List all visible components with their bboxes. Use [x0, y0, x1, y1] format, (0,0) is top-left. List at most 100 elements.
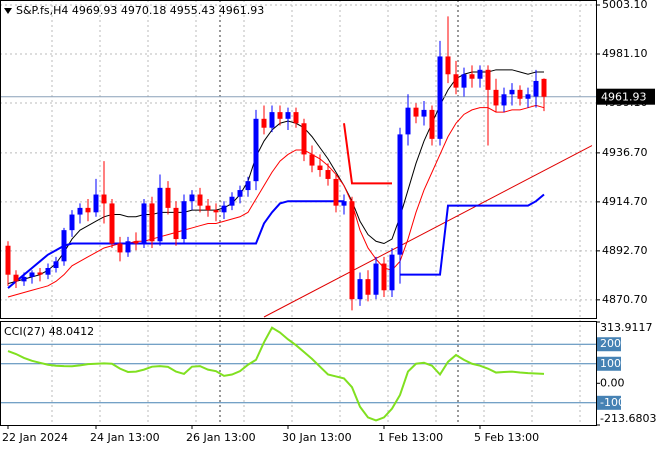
menu-arrow[interactable]	[4, 8, 12, 14]
candle-body	[349, 201, 355, 300]
y-tick-label: 4892.70	[602, 244, 648, 257]
candle-body	[341, 201, 347, 206]
cci-value: 48.0412	[49, 325, 95, 338]
x-tick-label: 22 Jan 2024	[2, 431, 68, 444]
candle-body	[141, 203, 147, 244]
candle-body	[541, 78, 547, 97]
candle-body	[133, 241, 139, 244]
y-tick-label: 4870.70	[602, 293, 648, 306]
candle-body	[165, 187, 171, 208]
candle-body	[157, 187, 163, 242]
candle-body	[413, 107, 419, 117]
candle-body	[77, 207, 83, 215]
candle-body	[365, 279, 371, 295]
level-label-box	[597, 356, 621, 371]
y-tick-label: -213.6803	[600, 412, 656, 425]
candle-body	[205, 205, 211, 211]
candle-body	[125, 241, 131, 253]
candle-body	[421, 109, 427, 117]
candle-body	[237, 190, 243, 197]
cci-frame	[0, 321, 597, 426]
indicator-line	[343, 123, 392, 185]
x-tick-label: 24 Jan 13:00	[90, 431, 160, 444]
candle-body	[357, 279, 363, 300]
level-label-box	[597, 337, 621, 352]
candle-body	[29, 272, 35, 277]
candle-body	[173, 207, 179, 240]
y-tick-label: 313.9117	[600, 321, 653, 334]
candle-body	[277, 112, 283, 119]
candle-body	[285, 112, 291, 119]
candle-body	[509, 89, 515, 95]
y-tick-label: 0.00	[600, 376, 625, 389]
candle-body	[93, 194, 99, 213]
candle-body	[53, 261, 59, 269]
candle-body	[485, 69, 491, 90]
y-tick-label: 4936.70	[602, 146, 648, 159]
candle-body	[5, 245, 11, 275]
x-tick-label: 30 Jan 13:00	[282, 431, 352, 444]
candle-body	[333, 178, 339, 206]
candle-body	[309, 154, 315, 166]
candle-body	[525, 94, 531, 99]
candle-body	[429, 109, 435, 139]
candle-body	[197, 194, 203, 206]
candle-body	[261, 118, 267, 128]
candle-body	[245, 181, 251, 191]
candle-body	[45, 268, 51, 275]
candle-body	[61, 230, 67, 262]
candle-body	[445, 56, 451, 75]
candle-body	[21, 276, 27, 282]
candle-body	[109, 203, 115, 244]
chart-title: S&P.fs,H4 4969.93 4970.18 4955.43 4961.9…	[16, 4, 264, 17]
y-tick-label: -100	[600, 396, 625, 409]
candle-body	[213, 210, 219, 213]
candle-body	[181, 201, 187, 240]
indicator-line	[7, 104, 545, 298]
candle-body	[293, 112, 299, 124]
y-tick-label: 4914.70	[602, 195, 648, 208]
candle-body	[477, 69, 483, 79]
candle-body	[389, 254, 395, 291]
candle-body	[229, 196, 235, 206]
candle-body	[533, 80, 539, 97]
candle-body	[301, 123, 307, 155]
cci-name: CCI(27)	[4, 325, 45, 338]
cci-line	[7, 326, 545, 422]
x-tick-label: 1 Feb 13:00	[378, 431, 443, 444]
x-tick-label: 5 Feb 13:00	[474, 431, 539, 444]
candle-body	[517, 89, 523, 99]
y-tick-label: 200	[600, 337, 621, 350]
candle-body	[101, 194, 107, 204]
candle-body	[381, 263, 387, 291]
main-plot	[0, 16, 596, 318]
candle-body	[117, 243, 123, 253]
y-tick-label: 4981.10	[602, 47, 648, 60]
candle-body	[269, 112, 275, 128]
candle-body	[253, 118, 259, 182]
trendline	[263, 145, 593, 318]
last-price-label: 4961.93	[601, 91, 647, 104]
candle-body	[221, 205, 227, 213]
candle-body	[501, 94, 507, 106]
candle-body	[85, 207, 91, 213]
axes: 5003.104981.104959.104936.704914.704892.…	[2, 0, 656, 444]
cci-plot	[0, 326, 596, 422]
x-tick-label: 26 Jan 13:00	[186, 431, 256, 444]
candle-body	[469, 74, 475, 79]
candle-body	[189, 194, 195, 202]
candle-body	[317, 165, 323, 171]
candle-body	[149, 203, 155, 242]
y-tick-label: 5003.10	[602, 0, 648, 11]
indicator-line	[7, 69, 544, 285]
candle-body	[13, 274, 19, 282]
candle-body	[373, 263, 379, 295]
candle-body	[69, 214, 75, 231]
last-price-box	[597, 88, 655, 105]
candle-body	[453, 74, 459, 88]
candle-body	[461, 74, 467, 88]
candle-body	[437, 56, 443, 139]
candle-body	[37, 272, 43, 275]
level-label-box	[597, 395, 621, 410]
